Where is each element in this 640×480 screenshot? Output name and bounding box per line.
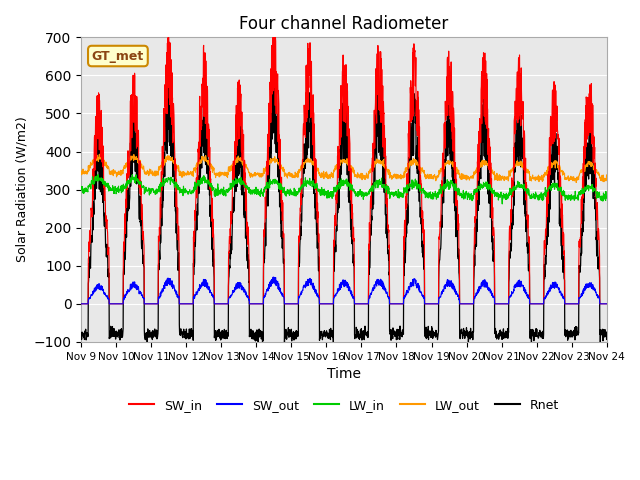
Title: Four channel Radiometer: Four channel Radiometer bbox=[239, 15, 449, 33]
Y-axis label: Solar Radiation (W/m2): Solar Radiation (W/m2) bbox=[15, 117, 28, 263]
X-axis label: Time: Time bbox=[327, 367, 361, 381]
Text: GT_met: GT_met bbox=[92, 49, 144, 62]
Legend: SW_in, SW_out, LW_in, LW_out, Rnet: SW_in, SW_out, LW_in, LW_out, Rnet bbox=[124, 394, 564, 417]
